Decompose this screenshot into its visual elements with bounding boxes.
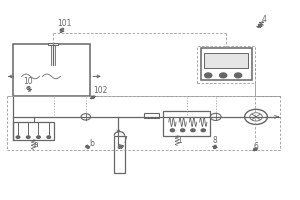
Text: 10: 10	[23, 77, 33, 86]
Circle shape	[201, 129, 206, 132]
Bar	[48, 43, 58, 45]
Text: a: a	[34, 140, 38, 149]
Text: 4: 4	[262, 15, 267, 24]
Circle shape	[191, 129, 195, 132]
Circle shape	[37, 136, 40, 138]
Circle shape	[47, 136, 50, 138]
Bar	[13, 122, 54, 140]
Bar	[204, 53, 248, 68]
Bar	[114, 136, 124, 173]
Circle shape	[181, 129, 185, 132]
Bar	[201, 48, 251, 80]
Text: 6: 6	[253, 142, 258, 151]
Text: 8: 8	[213, 136, 218, 145]
Circle shape	[16, 136, 20, 138]
Text: b: b	[89, 139, 94, 148]
Circle shape	[26, 136, 30, 138]
Bar	[164, 111, 210, 136]
Text: 102: 102	[93, 86, 108, 95]
Text: 101: 101	[57, 19, 72, 28]
Circle shape	[235, 73, 242, 78]
Text: 7: 7	[122, 136, 127, 145]
Text: 1: 1	[177, 136, 182, 145]
Bar	[144, 113, 159, 118]
Circle shape	[205, 73, 212, 78]
Circle shape	[220, 73, 227, 78]
Bar	[13, 44, 90, 96]
Circle shape	[170, 129, 175, 132]
